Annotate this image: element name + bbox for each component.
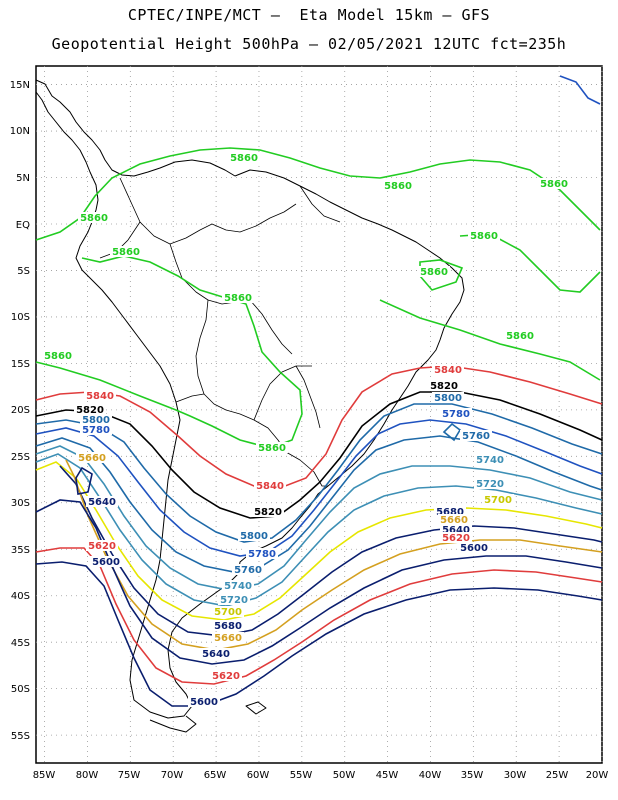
contour-label: 5840 bbox=[86, 391, 114, 402]
lon-label: 65W bbox=[204, 770, 227, 781]
lon-label: 75W bbox=[118, 770, 141, 781]
lat-label: EQ bbox=[16, 220, 30, 231]
contour-label: 5680 bbox=[214, 621, 242, 632]
contour-label: 5680 bbox=[436, 507, 464, 518]
contour-label: 5800 bbox=[82, 415, 110, 426]
contour-label: 5840 bbox=[434, 365, 462, 376]
lat-label: 55S bbox=[11, 731, 30, 742]
lon-label: 55W bbox=[290, 770, 313, 781]
contour-label: 5600 bbox=[460, 543, 488, 554]
contour-label: 5860 bbox=[384, 181, 412, 192]
central-america-coast bbox=[35, 79, 236, 177]
lat-label: 15S bbox=[11, 359, 30, 370]
contour-label: 5720 bbox=[476, 479, 504, 490]
chart-title: CPTEC/INPE/MCT – Eta Model 15km – GFS bbox=[127, 6, 491, 24]
contour-fragment bbox=[559, 75, 601, 105]
lat-label: 10S bbox=[11, 312, 30, 323]
lon-label: 80W bbox=[76, 770, 99, 781]
falklands bbox=[245, 701, 267, 715]
graticule bbox=[36, 66, 603, 763]
contour-5640 bbox=[35, 499, 603, 665]
contour-label: 5660 bbox=[214, 633, 242, 644]
contour-label: 5740 bbox=[476, 455, 504, 466]
contour-label: 5660 bbox=[78, 453, 106, 464]
contour-label: 5820 bbox=[254, 507, 282, 518]
contour-label: 5780 bbox=[442, 409, 470, 420]
longitude-labels: 85W 80W 75W 70W 65W 60W 55W 50W 45W 40W … bbox=[33, 770, 609, 781]
contour-5740 bbox=[35, 445, 603, 591]
contour-5840 bbox=[35, 365, 603, 489]
lat-label: 5S bbox=[17, 266, 30, 277]
contour-5800 bbox=[35, 403, 603, 543]
lat-label: 35S bbox=[11, 545, 30, 556]
contour-label: 5600 bbox=[92, 557, 120, 568]
lon-label: 50W bbox=[333, 770, 356, 781]
lat-label: 15N bbox=[10, 80, 30, 91]
lat-label: 20S bbox=[11, 405, 30, 416]
contour-label: 5620 bbox=[442, 533, 470, 544]
contour-5620 bbox=[35, 547, 603, 685]
lat-label: 45S bbox=[11, 638, 30, 649]
contour-5820 bbox=[35, 391, 603, 519]
contour-label: 5800 bbox=[434, 393, 462, 404]
contour-label: 5780 bbox=[248, 549, 276, 560]
pacific-loop bbox=[75, 466, 93, 495]
lon-label: 25W bbox=[546, 770, 569, 781]
contour-label: 5840 bbox=[256, 481, 284, 492]
lat-label: 5N bbox=[16, 173, 30, 184]
contour-label: 5620 bbox=[212, 671, 240, 682]
lat-label: 50S bbox=[11, 684, 30, 695]
contour-label: 5860 bbox=[230, 153, 258, 164]
contour-label: 5860 bbox=[540, 179, 568, 190]
contour-label: 5860 bbox=[506, 331, 534, 342]
lon-label: 20W bbox=[586, 770, 609, 781]
contour-label: 5620 bbox=[88, 541, 116, 552]
contour-5600 bbox=[35, 561, 603, 707]
contour-label: 5740 bbox=[224, 581, 252, 592]
contour-label: 5760 bbox=[462, 431, 490, 442]
contour-label: 5860 bbox=[224, 293, 252, 304]
lon-label: 60W bbox=[247, 770, 270, 781]
contour-label: 5760 bbox=[234, 565, 262, 576]
central-america-pacific bbox=[35, 91, 99, 201]
contour-label: 5820 bbox=[430, 381, 458, 392]
lat-label: 40S bbox=[11, 591, 30, 602]
latitude-labels: 15N 10N 5N EQ 5S 10S 15S 20S 25S 30S 35S… bbox=[10, 80, 30, 742]
contour-5760 bbox=[35, 435, 603, 573]
contour-5860-north bbox=[35, 147, 601, 241]
lon-label: 70W bbox=[161, 770, 184, 781]
contour-label: 5660 bbox=[440, 515, 468, 526]
contour-label: 5860 bbox=[44, 351, 72, 362]
contour-label: 5700 bbox=[214, 607, 242, 618]
lat-label: 30S bbox=[11, 498, 30, 509]
contour-5860-amazon bbox=[35, 255, 303, 449]
contour-label: 5860 bbox=[80, 213, 108, 224]
contour-label: 5720 bbox=[220, 595, 248, 606]
lon-label: 30W bbox=[504, 770, 527, 781]
lat-label: 25S bbox=[11, 452, 30, 463]
contour-label: 5820 bbox=[76, 405, 104, 416]
contour-label: 5860 bbox=[258, 443, 286, 454]
contour-labels: 5860 5860 5860 5860 5860 5860 5860 5860 … bbox=[42, 152, 570, 708]
contour-5700 bbox=[35, 461, 603, 621]
lon-label: 40W bbox=[419, 770, 442, 781]
contour-label: 5860 bbox=[470, 231, 498, 242]
lat-label: 10N bbox=[10, 126, 30, 137]
contour-label: 5600 bbox=[190, 697, 218, 708]
contour-label: 5800 bbox=[240, 531, 268, 542]
contour-label: 5860 bbox=[112, 247, 140, 258]
contour-label: 5640 bbox=[88, 497, 116, 508]
contour-label: 5700 bbox=[484, 495, 512, 506]
contour-label: 5860 bbox=[420, 267, 448, 278]
contour-label: 5640 bbox=[202, 649, 230, 660]
chart-subtitle: Geopotential Height 500hPa – 02/05/2021 … bbox=[51, 35, 567, 53]
tierra-del-fuego bbox=[149, 715, 197, 733]
lon-label: 85W bbox=[33, 770, 56, 781]
contour-label: 5780 bbox=[82, 425, 110, 436]
map-frame bbox=[35, 65, 603, 764]
lon-label: 35W bbox=[461, 770, 484, 781]
lon-label: 45W bbox=[376, 770, 399, 781]
contour-label: 5640 bbox=[442, 525, 470, 536]
